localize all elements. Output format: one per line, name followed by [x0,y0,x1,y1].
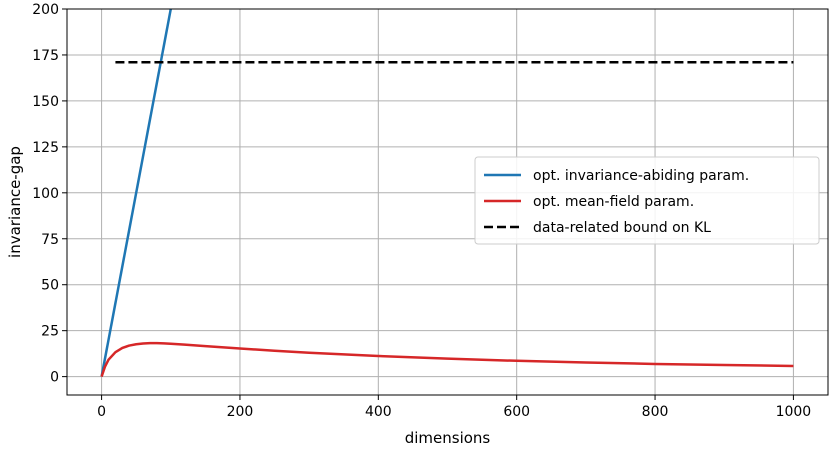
y-tick-label: 150 [32,94,59,110]
ticks: 0 200 400 600 800 1000 0 25 50 75 100 125 150 175 200 [32,2,811,420]
series-layer [100,9,794,378]
y-tick-label: 0 [50,370,59,386]
legend-box [474,156,820,245]
y-tick-label: 125 [32,140,59,156]
x-tick-label: 1000 [776,404,812,420]
x-axis-label: dimensions [405,429,491,447]
y-tick-label: 25 [41,324,59,340]
y-tick-label: 200 [32,2,59,18]
y-tick-label: 175 [32,48,59,64]
y-axis-label: invariance-gap [6,146,24,258]
plot-frame [66,8,829,396]
x-tick-label: 800 [642,404,669,420]
x-tick-label: 0 [97,404,106,420]
legend-label-mean-field: opt. mean-field param. [533,194,694,210]
x-tick-label: 200 [227,404,254,420]
x-tick-label: 400 [365,404,392,420]
x-tick-label: 600 [503,404,530,420]
y-tick-label: 50 [41,278,59,294]
y-tick-label: 75 [41,232,59,248]
legend: opt. invariance-abiding param. opt. mean… [474,156,820,245]
y-tick-label: 100 [32,186,59,202]
series-line-mean-field [100,341,794,378]
series-line-invariance-abiding [100,9,172,377]
legend-label-kl-bound: data-related bound on KL [533,220,711,236]
legend-label-invariance-abiding: opt. invariance-abiding param. [533,168,749,184]
